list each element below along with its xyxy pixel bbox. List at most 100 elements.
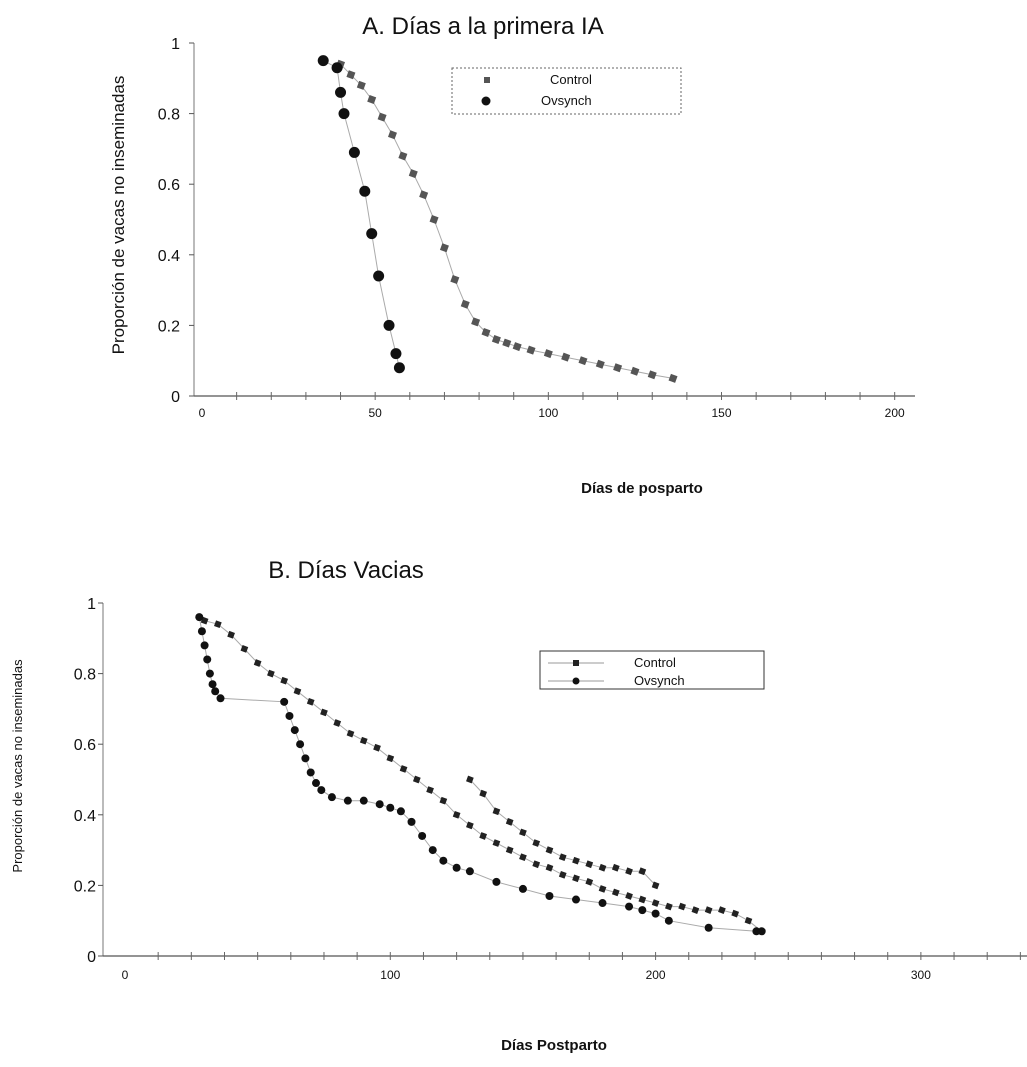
- chart-b-point-control: [466, 775, 474, 784]
- chart-a-point-ovsynch: [393, 362, 405, 374]
- chart-b-point-ovsynch: [312, 779, 321, 788]
- chart-b-point-ovsynch: [518, 884, 527, 893]
- chart-b-y-tick-label: 0.4: [74, 808, 96, 825]
- chart-a-x-tick-label: 50: [368, 406, 382, 420]
- chart-b-y-axis-label: Proporción de vacas no inseminadas: [10, 659, 25, 873]
- chart-b-point-control: [532, 860, 541, 869]
- chart-b-y-tick-label: 0.6: [74, 737, 96, 754]
- chart-b-point-control: [611, 888, 620, 897]
- chart-b-point-ovsynch: [211, 687, 220, 696]
- chart-a-point-control: [398, 151, 408, 161]
- chart-b-point-control: [519, 853, 527, 862]
- chart-a-point-control: [346, 70, 356, 80]
- chart-a-y-tick-label: 1: [171, 36, 180, 53]
- chart-a-point-control: [481, 327, 491, 337]
- chart-b-point-control: [611, 863, 620, 872]
- chart-b-x-axis-label: Días Postparto: [501, 1037, 607, 1054]
- chart-b-point-control: [718, 906, 726, 914]
- chart-a: A. Días a la primera IA Proporción de va…: [109, 13, 915, 497]
- chart-b-point-control: [492, 839, 501, 847]
- chart-b-point-ovsynch: [200, 641, 209, 650]
- chart-b-point-ovsynch: [452, 863, 461, 872]
- chart-b-point-ovsynch: [197, 627, 206, 636]
- chart-a-point-ovsynch: [317, 55, 329, 67]
- chart-b-point-control: [267, 669, 275, 678]
- chart-a-point-control: [502, 338, 512, 348]
- chart-b-point-control: [359, 736, 368, 745]
- chart-b-y-tick-label: 0: [87, 949, 96, 966]
- chart-b-point-ovsynch: [359, 796, 368, 805]
- chart-b-point-ovsynch: [216, 694, 225, 703]
- chart-b-point-control: [744, 916, 753, 925]
- chart-b-point-control: [346, 729, 355, 738]
- chart-a-point-control: [408, 169, 418, 179]
- chart-b-point-control: [306, 697, 315, 706]
- chart-a-point-control: [595, 359, 605, 369]
- chart-b-point-control: [479, 789, 487, 798]
- chart-b-point-ovsynch: [704, 923, 713, 932]
- chart-b-point-control: [466, 821, 474, 830]
- chart-a-x-tick-label: 0: [199, 406, 206, 420]
- chart-a-point-control: [526, 345, 536, 355]
- chart-a-point-ovsynch: [338, 108, 350, 120]
- chart-b-point-control: [479, 832, 487, 840]
- chart-a-point-control: [450, 275, 460, 284]
- chart-b-point-ovsynch: [545, 891, 554, 900]
- chart-b-point-control: [572, 856, 580, 865]
- chart-b-point-control: [280, 676, 289, 685]
- chart-b-point-ovsynch: [396, 807, 405, 816]
- chart-b-point-ovsynch: [386, 803, 395, 812]
- chart-b-point-control: [320, 708, 328, 717]
- chart-b-point-control: [625, 867, 633, 876]
- chart-b-point-control: [572, 874, 580, 883]
- chart-b-legend-marker-ovsynch: [572, 677, 580, 685]
- chart-a-point-control: [429, 215, 439, 224]
- chart-a-y-tick-label: 0: [171, 389, 180, 406]
- chart-b-point-control: [505, 818, 514, 826]
- chart-a-point-ovsynch: [331, 62, 343, 74]
- chart-b-legend: Control Ovsynch: [539, 650, 765, 690]
- chart-a-point-control: [377, 112, 387, 122]
- chart-b-point-control: [399, 765, 408, 773]
- chart-a-point-control: [613, 363, 623, 373]
- chart-b-point-ovsynch: [428, 846, 437, 855]
- chart-b-point-control: [253, 659, 262, 667]
- chart-a-x-tick-label: 150: [711, 406, 731, 420]
- chart-b-axes: 0 0.2 0.4 0.6 0.8 1 0 100 200 300: [74, 596, 1027, 982]
- chart-a-point-control: [439, 243, 449, 253]
- chart-b-point-control: [651, 899, 660, 907]
- chart-b-point-control: [651, 881, 660, 890]
- chart-a-point-control: [561, 352, 571, 362]
- chart-b-point-ovsynch: [757, 927, 766, 936]
- chart-b-point-control: [638, 867, 647, 876]
- chart-b-point-control: [214, 620, 222, 629]
- chart-b-point-ovsynch: [598, 899, 607, 908]
- chart-b-point-control: [240, 645, 249, 653]
- chart-b-point-control: [585, 860, 594, 869]
- chart-b-point-ovsynch: [208, 680, 217, 689]
- chart-b-point-ovsynch: [301, 754, 310, 763]
- chart-a-point-control: [419, 190, 429, 200]
- chart-b-point-ovsynch: [285, 711, 294, 720]
- chart-b-point-control: [373, 743, 381, 752]
- chart-b: B. Días Vacias Proporción de vacas no in…: [10, 557, 1027, 1054]
- chart-b-point-ovsynch: [638, 906, 647, 915]
- chart-b-point-ovsynch: [465, 867, 474, 876]
- chart-b-x-tick-label: 0: [122, 968, 129, 982]
- chart-b-point-control: [731, 909, 740, 918]
- chart-b-point-control: [638, 895, 647, 904]
- chart-b-point-control: [452, 810, 461, 819]
- chart-a-point-control: [512, 342, 522, 352]
- chart-b-point-ovsynch: [375, 800, 384, 809]
- chart-b-y-tick-label: 1: [87, 596, 96, 613]
- chart-a-axes: 0 0.2 0.4 0.6 0.8 1 0 50 100 150 200: [158, 36, 915, 420]
- chart-b-point-control: [691, 906, 700, 914]
- chart-b-point-control: [545, 863, 554, 872]
- chart-b-point-control: [665, 902, 673, 911]
- chart-b-x-tick-label: 200: [646, 968, 666, 982]
- chart-a-point-control: [367, 94, 377, 104]
- chart-a-legend-marker-ovsynch: [481, 96, 491, 106]
- chart-b-point-ovsynch: [205, 669, 214, 678]
- chart-a-point-ovsynch: [335, 86, 347, 98]
